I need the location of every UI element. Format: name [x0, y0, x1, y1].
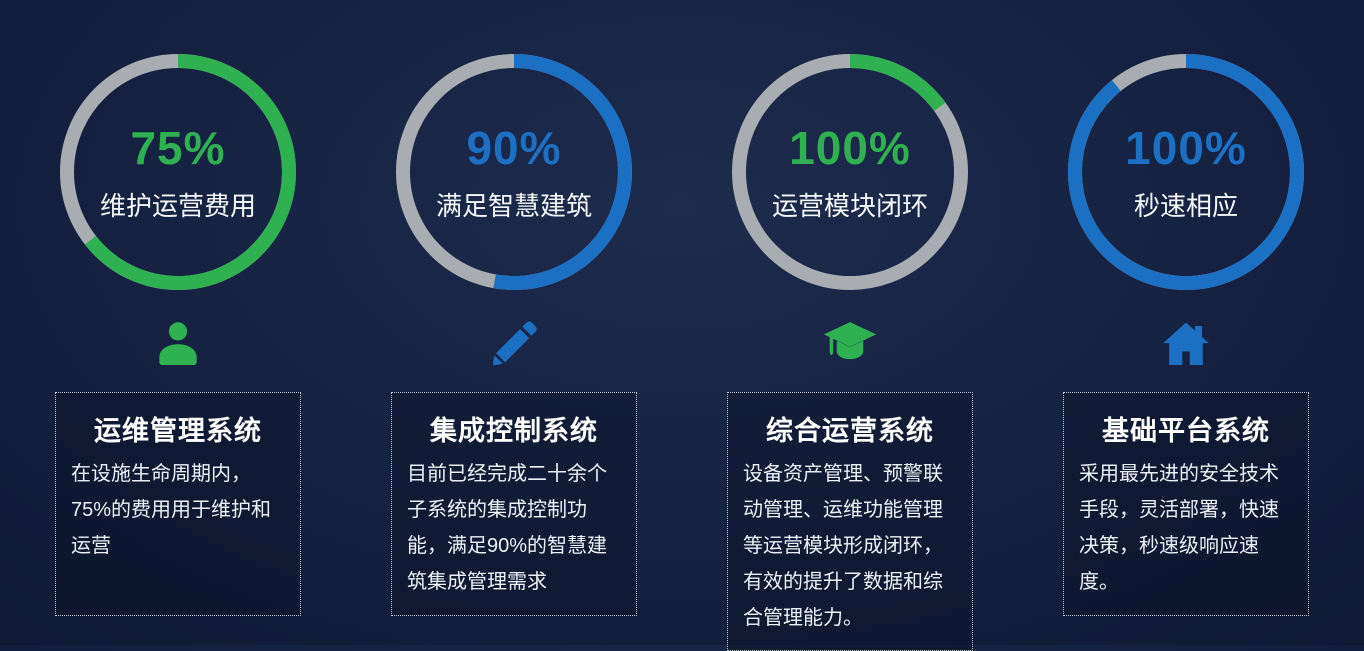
percent-value: 100% [1125, 122, 1247, 174]
ring-label: 维护运营费用 [99, 191, 256, 221]
progress-ring-svg [732, 54, 968, 290]
card-body: 采用最先进的安全技术手段，灵活部署，快速决策，秒速级响应速度。 [1079, 463, 1279, 593]
card-title: 综合运营系统 [766, 416, 934, 446]
card-body: 目前已经完成二十余个子系统的集成控制功能，满足90%的智慧建筑集成管理需求 [407, 463, 608, 593]
ring-label: 运营模块闭环 [771, 191, 928, 221]
card-title: 集成控制系统 [430, 416, 598, 446]
card-title: 基础平台系统 [1102, 416, 1270, 446]
ring-center: 90% 满足智慧建筑 [396, 54, 632, 290]
ring-center: 75% 维护运营费用 [60, 54, 296, 290]
info-card: 集成控制系统 目前已经完成二十余个子系统的集成控制功能，满足90%的智慧建筑集成… [391, 392, 637, 616]
progress-ring: 75% 维护运营费用 [60, 54, 296, 290]
progress-ring: 100% 秒速相应 [1068, 54, 1304, 290]
graduation-cap-icon [822, 316, 878, 372]
info-card: 基础平台系统 采用最先进的安全技术手段，灵活部署，快速决策，秒速级响应速度。 [1063, 392, 1309, 616]
progress-ring: 90% 满足智慧建筑 [396, 54, 632, 290]
card-body: 在设施生命周期内，75%的费用用于维护和运营 [71, 463, 272, 557]
ring-center: 100% 运营模块闭环 [732, 54, 968, 290]
info-card: 综合运营系统 设备资产管理、预警联动管理、运维功能管理等运营模块形成闭环，有效的… [727, 392, 973, 651]
progress-ring-svg [1068, 54, 1304, 290]
home-icon [1158, 316, 1214, 372]
stat-column-operations: 100% 运营模块闭环 综合运营系统 设备资产管理、预警联动管理、运维功能管理等… [727, 54, 973, 651]
ring-label: 秒速相应 [1133, 191, 1238, 221]
ring-label: 满足智慧建筑 [435, 191, 592, 221]
card-title: 运维管理系统 [94, 416, 262, 446]
info-card: 运维管理系统 在设施生命周期内，75%的费用用于维护和运营 [55, 392, 301, 616]
percent-value: 100% [789, 122, 911, 174]
pencil-icon [486, 316, 542, 372]
percent-value: 90% [466, 122, 562, 174]
stat-column-platform: 100% 秒速相应 基础平台系统 采用最先进的安全技术手段，灵活部署，快速决策，… [1063, 54, 1309, 651]
person-icon [150, 316, 206, 372]
stat-column-maintenance: 75% 维护运营费用 运维管理系统 在设施生命周期内，75%的费用用于维护和运营 [55, 54, 301, 651]
progress-ring: 100% 运营模块闭环 [732, 54, 968, 290]
ring-center: 100% 秒速相应 [1068, 54, 1304, 290]
percent-value: 75% [130, 122, 226, 174]
card-body: 设备资产管理、预警联动管理、运维功能管理等运营模块形成闭环，有效的提升了数据和综… [743, 463, 943, 629]
progress-ring-svg [396, 54, 632, 290]
stat-column-integration: 90% 满足智慧建筑 集成控制系统 目前已经完成二十余个子系统的集成控制功能，满… [391, 54, 637, 651]
progress-ring-svg [60, 54, 296, 290]
